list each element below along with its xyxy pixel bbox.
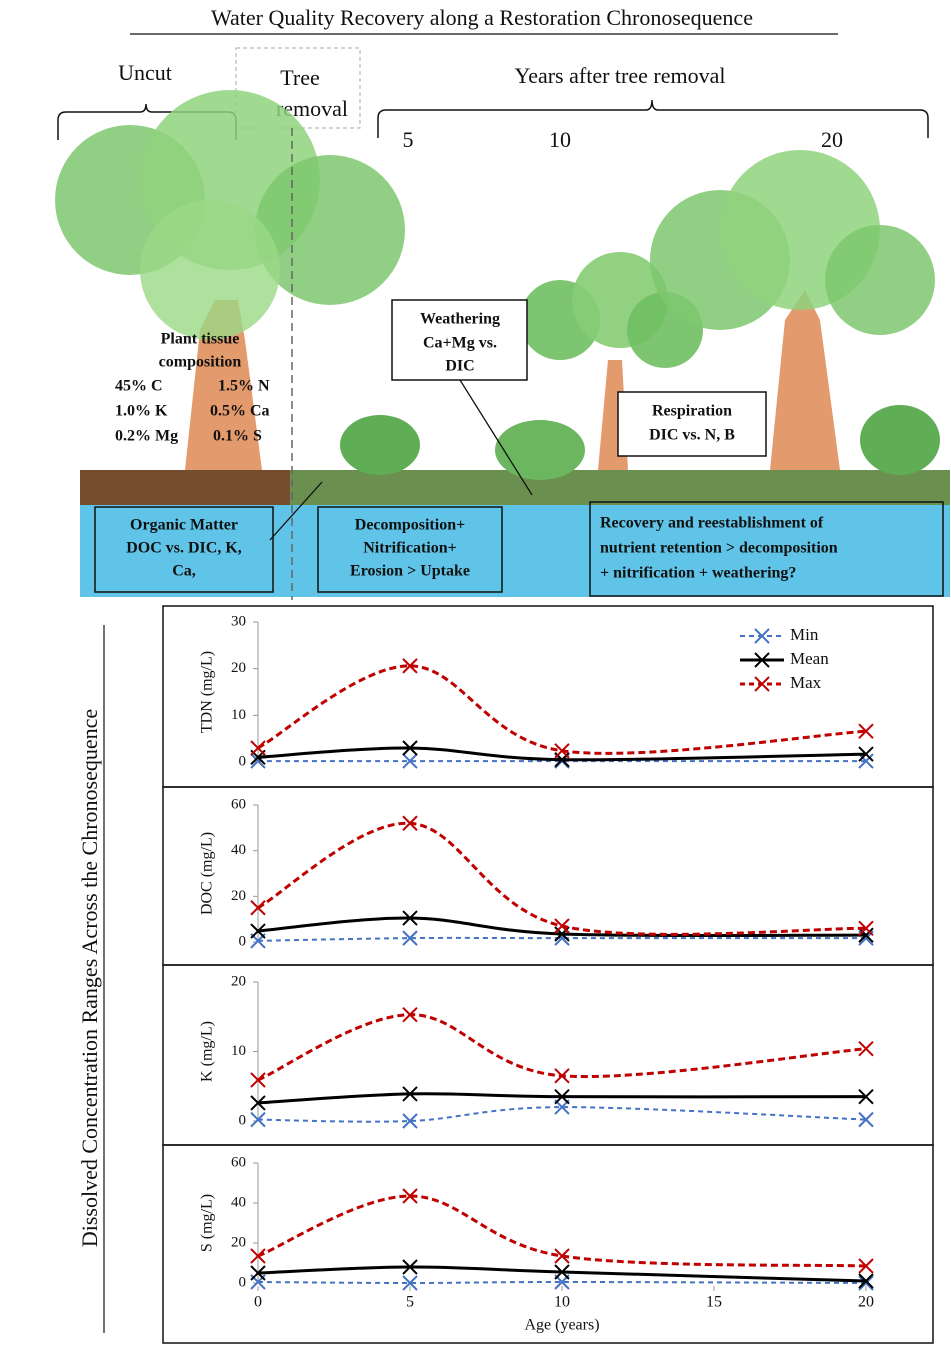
year-label: 20 [821,127,843,152]
box-text: Nitrification+ [363,540,457,557]
y-tick-label: 0 [239,933,247,949]
tissue-value: 1.5% N [218,378,270,395]
y-axis-label: K (mg/L) [199,1021,216,1082]
x-tick-label: 0 [254,1294,262,1311]
panel-frame [163,1145,933,1343]
years-label: Years after tree removal [515,63,726,88]
y-tick-label: 0 [239,1112,247,1128]
removal-label: Tree [280,65,320,90]
y-axis-label: S (mg/L) [199,1194,216,1252]
box-text: DOC vs. DIC, K, [126,540,242,557]
legend-label: Mean [790,649,829,668]
box-text: Ca+Mg vs. [423,335,497,352]
box-text: + nitrification + weathering? [600,565,796,582]
x-tick-label: 5 [406,1294,414,1311]
y-tick-label: 40 [231,842,246,858]
y-tick-label: 20 [231,973,246,989]
tissue-value: 0.2% Mg [115,428,178,445]
tissue-heading: composition [159,354,242,371]
box-text: Erosion > Uptake [350,563,470,580]
box-text: DIC vs. N, B [649,427,735,444]
uncut-label: Uncut [118,60,172,85]
figure: Water Quality Recovery along a Restorati… [0,0,951,1345]
box-text: Respiration [652,403,732,420]
title: Water Quality Recovery along a Restorati… [211,5,753,30]
box-text: Decomposition+ [355,517,465,534]
y-tick-label: 60 [231,1154,246,1170]
y-tick-label: 0 [239,1274,247,1290]
x-tick-label: 20 [858,1294,874,1311]
box-text: Organic Matter [130,517,238,534]
y-tick-label: 60 [231,796,246,812]
box-text: DIC [445,358,474,375]
legend-label: Max [790,673,822,692]
legend-marker [755,629,769,643]
litter [80,470,290,510]
box-text: Weathering [420,311,500,328]
tissue-value: 1.0% K [115,403,168,420]
box-text: nutrient retention > decomposition [600,540,838,557]
x-tick-label: 15 [706,1294,722,1311]
series-line [258,1094,866,1103]
legend-marker [755,677,769,691]
year-label: 5 [403,127,414,152]
legend-label: Min [790,625,819,644]
y-tick-label: 10 [231,707,246,723]
y-tick-label: 20 [231,660,246,676]
series-line [258,1267,866,1281]
box-text: Ca, [172,563,196,580]
respiration-box [618,392,766,456]
y-axis-label: DOC (mg/L) [199,832,216,915]
bracket [378,100,928,138]
x-tick-label: 10 [554,1294,570,1311]
y-tick-label: 20 [231,888,246,904]
marker [555,1069,569,1083]
series-line [258,666,866,753]
tissue-value: 0.5% Ca [210,403,270,420]
y-tick-label: 30 [231,613,246,629]
y-axis-label: TDN (mg/L) [199,651,216,733]
y-tick-label: 10 [231,1043,246,1059]
y-tick-label: 0 [239,753,247,769]
tissue-heading: Plant tissue [161,331,240,348]
series-line [258,1107,866,1122]
x-axis-label: Age (years) [524,1317,599,1334]
side-label: Dissolved Concentration Ranges Across th… [77,709,102,1247]
y-tick-label: 20 [231,1234,246,1250]
box-text: Recovery and reestablishment of [600,515,824,532]
tissue-value: 0.1% S [213,428,262,445]
year-label: 10 [549,127,571,152]
tissue-value: 45% C [115,378,163,395]
series-line [258,823,866,934]
marker [859,754,873,768]
y-tick-label: 40 [231,1194,246,1210]
series-line [258,1015,866,1080]
